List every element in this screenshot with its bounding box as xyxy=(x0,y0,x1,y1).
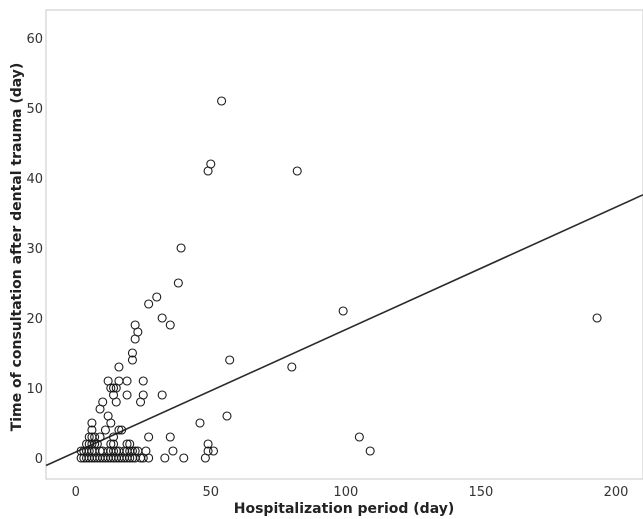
data-point xyxy=(108,432,119,442)
data-point xyxy=(103,376,113,386)
data-point xyxy=(292,166,302,176)
data-point xyxy=(173,278,183,288)
data-point xyxy=(138,390,148,400)
data-point xyxy=(100,425,110,435)
y-tick-label: 10 xyxy=(26,382,43,397)
data-point xyxy=(168,446,178,456)
x-axis-ticks: 0 50 100 150 200 xyxy=(72,485,629,500)
data-point xyxy=(176,243,186,253)
data-point xyxy=(144,299,154,309)
x-tick-label: 150 xyxy=(469,485,494,500)
x-tick-label: 100 xyxy=(333,485,358,500)
regression-line-layer xyxy=(45,194,643,467)
data-point xyxy=(144,432,154,442)
data-point xyxy=(103,411,113,421)
data-point xyxy=(127,348,137,358)
data-point xyxy=(287,362,297,372)
data-point xyxy=(87,425,97,435)
x-tick-label: 200 xyxy=(604,485,629,500)
data-point xyxy=(117,425,127,435)
data-point xyxy=(165,432,175,442)
data-point xyxy=(222,411,232,421)
data-point xyxy=(114,425,124,435)
data-point xyxy=(138,376,148,386)
data-point xyxy=(141,446,151,456)
data-point xyxy=(195,418,205,428)
data-point xyxy=(225,355,235,365)
data-point xyxy=(130,320,140,330)
data-point xyxy=(338,306,348,316)
data-point xyxy=(160,453,170,463)
data-point xyxy=(203,439,213,449)
data-point xyxy=(157,390,167,400)
data-point xyxy=(203,446,213,456)
y-tick-label: 60 xyxy=(26,32,43,47)
data-point xyxy=(217,96,227,106)
x-axis-title: Hospitalization period (day) xyxy=(234,501,454,517)
x-tick-label: 50 xyxy=(203,485,220,500)
data-point xyxy=(592,313,602,323)
y-tick-label: 20 xyxy=(26,312,43,327)
data-point xyxy=(165,320,175,330)
data-point xyxy=(365,446,375,456)
data-point xyxy=(95,432,105,442)
x-tick-label: 0 xyxy=(72,485,80,500)
data-point xyxy=(87,418,97,428)
data-point xyxy=(208,446,219,456)
data-point xyxy=(125,439,135,449)
data-point xyxy=(122,390,132,400)
y-axis-ticks: 0 10 20 30 40 50 60 xyxy=(26,32,43,467)
y-tick-label: 30 xyxy=(26,242,43,257)
y-tick-label: 50 xyxy=(26,102,43,117)
data-point xyxy=(179,453,189,463)
data-point xyxy=(152,292,162,302)
y-axis-title: Time of consultation after dental trauma… xyxy=(9,63,25,432)
regression-line xyxy=(45,194,643,467)
data-points-layer xyxy=(76,96,602,463)
plot-area xyxy=(45,9,643,480)
y-tick-label: 0 xyxy=(35,452,43,467)
data-point xyxy=(122,376,132,386)
data-point xyxy=(206,159,216,169)
data-point xyxy=(354,432,364,442)
data-point xyxy=(108,383,119,393)
data-point xyxy=(122,439,132,449)
data-point xyxy=(114,362,124,372)
data-point xyxy=(127,355,137,365)
data-point xyxy=(98,397,108,407)
data-point xyxy=(157,313,167,323)
y-tick-label: 40 xyxy=(26,172,43,187)
data-point xyxy=(108,439,119,449)
data-point xyxy=(130,446,140,456)
